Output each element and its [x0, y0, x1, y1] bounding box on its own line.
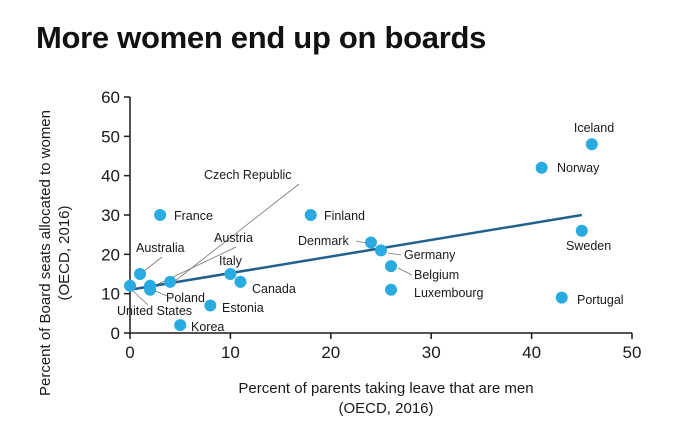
- point-france: [154, 209, 167, 221]
- label-czech-republic: Czech Republic: [204, 168, 292, 182]
- trendline: [129, 213, 583, 291]
- point-canada: [234, 275, 247, 288]
- trendline-group: [129, 213, 583, 291]
- point-denmark: [364, 236, 377, 249]
- point-italy: [224, 268, 237, 280]
- y-tick-label: 50: [101, 127, 120, 146]
- x-tick-label: 30: [422, 343, 441, 362]
- label-portugal: Portugal: [577, 293, 624, 307]
- x-axis-label: Percent of parents taking leave that are…: [238, 380, 533, 397]
- x-tick-label: 20: [321, 343, 340, 362]
- x-tick-label: 40: [522, 343, 541, 362]
- leader-line-united-states: [132, 290, 149, 306]
- point-germany: [375, 244, 387, 257]
- y-tick-label: 20: [101, 245, 120, 264]
- y-tick-label: 60: [101, 88, 120, 107]
- leader-line-belgium: [397, 267, 413, 276]
- leader-line-poland: [154, 290, 168, 297]
- label-korea: Korea: [191, 320, 224, 334]
- label-poland: Poland: [166, 291, 205, 305]
- y-tick-label: 0: [111, 324, 120, 343]
- point-sweden: [575, 224, 588, 237]
- x-tick-label: 50: [623, 343, 642, 362]
- label-australia: Australia: [136, 241, 185, 255]
- point-korea: [174, 319, 187, 332]
- point-finland: [304, 209, 317, 221]
- label-belgium: Belgium: [414, 268, 459, 282]
- label-denmark: Denmark: [298, 234, 349, 248]
- label-luxembourg: Luxembourg: [414, 286, 484, 300]
- label-canada: Canada: [252, 282, 296, 296]
- label-iceland: Iceland: [574, 121, 614, 135]
- point-united-states: [124, 279, 136, 292]
- point-labels: Iceland Norway Sweden Portugal France Finland…: [117, 121, 624, 334]
- x-ticks: 0 10 20 30 40 50: [125, 333, 641, 362]
- point-czech-republic: [164, 275, 177, 288]
- point-iceland: [585, 138, 598, 151]
- label-finland: Finland: [324, 209, 365, 223]
- y-tick-label: 30: [101, 206, 120, 225]
- label-germany: Germany: [404, 248, 456, 262]
- y-tick-label: 10: [101, 285, 120, 304]
- y-ticks: 0 10 20 30 40 50 60: [101, 88, 130, 343]
- x-tick-label: 0: [125, 343, 134, 362]
- label-italy: Italy: [219, 254, 243, 268]
- data-points: [124, 138, 598, 332]
- point-luxembourg: [385, 283, 398, 296]
- label-united-states: United States: [117, 304, 192, 318]
- label-france: France: [174, 209, 213, 223]
- point-norway: [535, 161, 548, 174]
- label-austria: Austria: [214, 231, 253, 245]
- chart-title: More women end up on boards: [36, 20, 487, 55]
- label-norway: Norway: [557, 161, 600, 175]
- label-estonia: Estonia: [222, 301, 264, 315]
- y-tick-label: 40: [101, 167, 120, 186]
- x-axis-label-source: (OECD, 2016): [338, 400, 433, 417]
- leader-line-germany: [387, 252, 402, 256]
- point-estonia: [204, 299, 217, 312]
- leader-line-australia: [142, 256, 163, 273]
- point-belgium: [385, 260, 398, 273]
- label-sweden: Sweden: [566, 239, 611, 253]
- x-tick-label: 10: [221, 343, 240, 362]
- point-poland: [144, 283, 157, 296]
- y-axis-label: Percent of Board seats allocated to wome…: [37, 110, 54, 396]
- point-australia: [134, 268, 147, 280]
- point-portugal: [555, 291, 568, 304]
- y-axis-label-source: (OECD, 2016): [56, 205, 73, 300]
- leader-line-czech-republic: [174, 183, 300, 282]
